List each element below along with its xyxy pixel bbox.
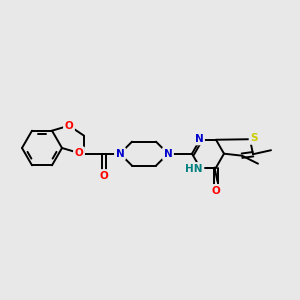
Text: O: O bbox=[75, 148, 83, 158]
Text: HN: HN bbox=[185, 164, 203, 174]
Text: O: O bbox=[100, 171, 108, 181]
Text: S: S bbox=[250, 133, 258, 143]
Text: N: N bbox=[195, 134, 203, 144]
Text: N: N bbox=[164, 149, 172, 159]
Text: O: O bbox=[212, 186, 220, 196]
Text: N: N bbox=[116, 149, 124, 159]
Text: O: O bbox=[64, 121, 74, 131]
